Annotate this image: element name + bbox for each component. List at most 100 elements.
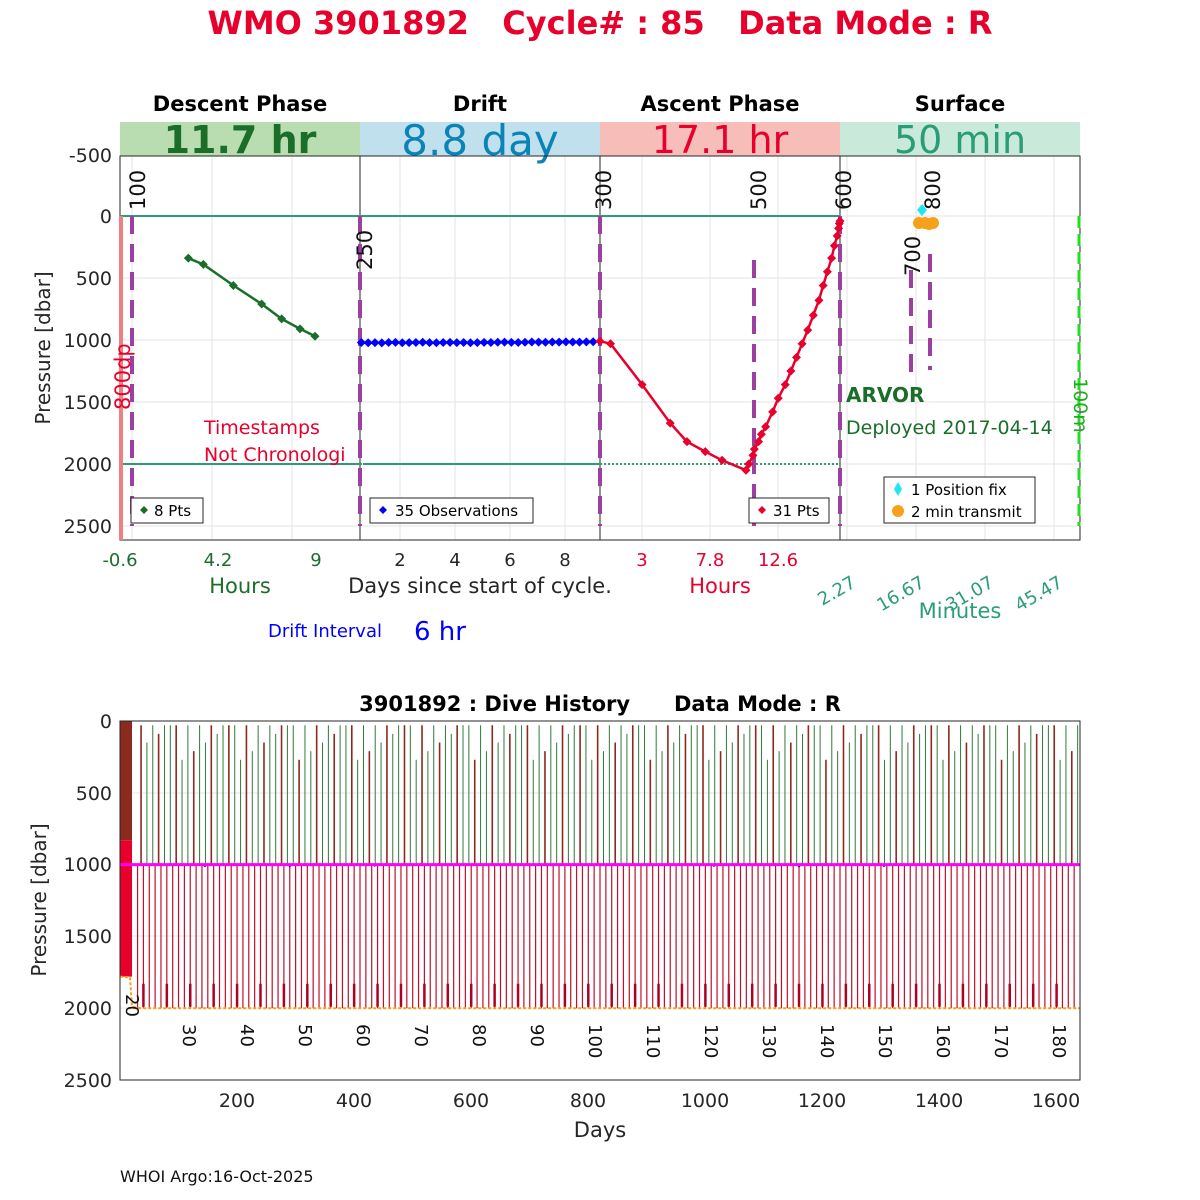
cycle-label: 170 xyxy=(990,1024,1011,1058)
ascent-series xyxy=(595,216,845,475)
data-point xyxy=(822,267,832,277)
phase-title-ascent: Ascent Phase xyxy=(641,92,800,116)
data-point xyxy=(595,336,605,346)
data-point xyxy=(527,337,537,347)
figure-title: WMO 3901892 Cycle# : 85 Data Mode : R xyxy=(208,4,993,42)
drift-x-tick: 6 xyxy=(504,550,515,571)
data-point xyxy=(754,437,764,447)
drift-x-tick: 8 xyxy=(559,550,570,571)
data-point xyxy=(768,407,778,417)
bottom-y-tick: 1000 xyxy=(64,854,112,876)
data-point xyxy=(397,338,407,348)
data-point xyxy=(814,295,824,305)
data-point xyxy=(540,337,550,347)
bottom-x-tick: 1600 xyxy=(1032,1090,1080,1112)
bottom-y-axis-label: Pressure [dbar] xyxy=(27,823,51,976)
cycle-label: 160 xyxy=(932,1024,953,1058)
descent-duration-band xyxy=(120,122,360,156)
ascent-x-tick: 7.8 xyxy=(696,550,725,571)
data-point xyxy=(228,280,238,290)
marker-label-300: 300 xyxy=(592,170,616,210)
legend-descent-label: 8 Pts xyxy=(154,502,191,520)
drift-x-tick: 4 xyxy=(449,550,460,571)
data-point xyxy=(363,338,373,348)
cycle-label: 90 xyxy=(526,1024,547,1047)
data-point xyxy=(575,337,585,347)
cycle-label: 60 xyxy=(352,1024,373,1047)
data-point xyxy=(486,337,496,347)
bottom-x-tick: 1400 xyxy=(915,1090,963,1112)
cycle-labels: 20 30 40 50 60 70 80 90 100 110 120 130 140 150 160 170… xyxy=(121,994,1069,1058)
data-point xyxy=(832,231,842,241)
data-point xyxy=(384,337,394,347)
y-tick-label: 2000 xyxy=(64,454,112,476)
bottom-y-tick: 500 xyxy=(76,783,112,805)
surface-duration: 50 min xyxy=(894,118,1026,162)
phase-title-drift: Drift xyxy=(453,92,507,116)
data-point xyxy=(780,380,790,390)
data-point xyxy=(390,337,400,347)
marker-label-700: 700 xyxy=(901,236,925,276)
data-point xyxy=(827,253,837,263)
descent-x-tick: 4.2 xyxy=(204,550,233,571)
data-point xyxy=(803,325,813,335)
data-point xyxy=(431,338,441,348)
data-point xyxy=(829,241,839,251)
data-point xyxy=(183,253,193,263)
surface-series xyxy=(913,204,939,230)
data-point xyxy=(295,324,305,334)
legend-surface: 1 Position fix 2 min transmit xyxy=(883,476,1036,524)
data-point xyxy=(588,337,598,347)
data-point xyxy=(411,337,421,347)
legend-drift: 35 Observations xyxy=(369,497,534,524)
surface-side-label: 100m xyxy=(1069,378,1091,433)
data-point xyxy=(310,331,320,341)
data-point xyxy=(554,337,564,347)
bottom-x-tick: 200 xyxy=(219,1090,255,1112)
data-point xyxy=(418,337,428,347)
early-cycles-block xyxy=(120,721,132,841)
data-point xyxy=(665,418,675,428)
data-point xyxy=(500,337,510,347)
drift-interval-label: Drift Interval xyxy=(268,621,382,642)
descent-x-label: Hours xyxy=(209,574,271,598)
data-point xyxy=(506,337,516,347)
data-point xyxy=(749,444,759,454)
data-point xyxy=(377,338,387,348)
data-point xyxy=(756,429,766,439)
data-point xyxy=(459,337,469,347)
data-point xyxy=(835,216,845,226)
cycle-label: 40 xyxy=(236,1024,257,1047)
early-cycles-block xyxy=(120,840,132,977)
surface-x-label: Minutes xyxy=(919,599,1002,623)
position-fix-point xyxy=(917,204,927,216)
cycle-label: 70 xyxy=(410,1024,431,1047)
profile-pressure-line xyxy=(119,975,141,1010)
legend-drift-label: 35 Observations xyxy=(395,502,518,520)
data-point xyxy=(438,337,448,347)
data-point xyxy=(404,338,414,348)
y-tick-label: 1000 xyxy=(64,330,112,352)
bottom-x-tick: 1200 xyxy=(798,1090,846,1112)
drift-series xyxy=(356,337,598,348)
ascent-x-label: Hours xyxy=(689,574,751,598)
data-point xyxy=(791,352,801,362)
data-point xyxy=(445,337,455,347)
data-point xyxy=(568,337,578,347)
y-tick-label: 0 xyxy=(100,206,112,228)
cycle-label: 20 xyxy=(121,994,142,1017)
bottom-panel: 3901892 : Dive History Data Mode : R 20 3… xyxy=(27,692,1081,1142)
cycle-label: 30 xyxy=(178,1024,199,1047)
data-point xyxy=(682,437,692,447)
data-point xyxy=(761,422,771,432)
data-point xyxy=(257,299,267,309)
footer-credit: WHOI Argo:16-Oct-2025 xyxy=(120,1167,314,1186)
drift-x-tick: 2 xyxy=(394,550,405,571)
data-point xyxy=(581,337,591,347)
marker-label-500: 500 xyxy=(747,170,771,210)
legend-ascent-label: 31 Pts xyxy=(773,502,820,520)
top-y-axis-label: Pressure [dbar] xyxy=(31,271,55,424)
data-point xyxy=(808,310,818,320)
bottom-y-tick: 2000 xyxy=(64,998,112,1020)
